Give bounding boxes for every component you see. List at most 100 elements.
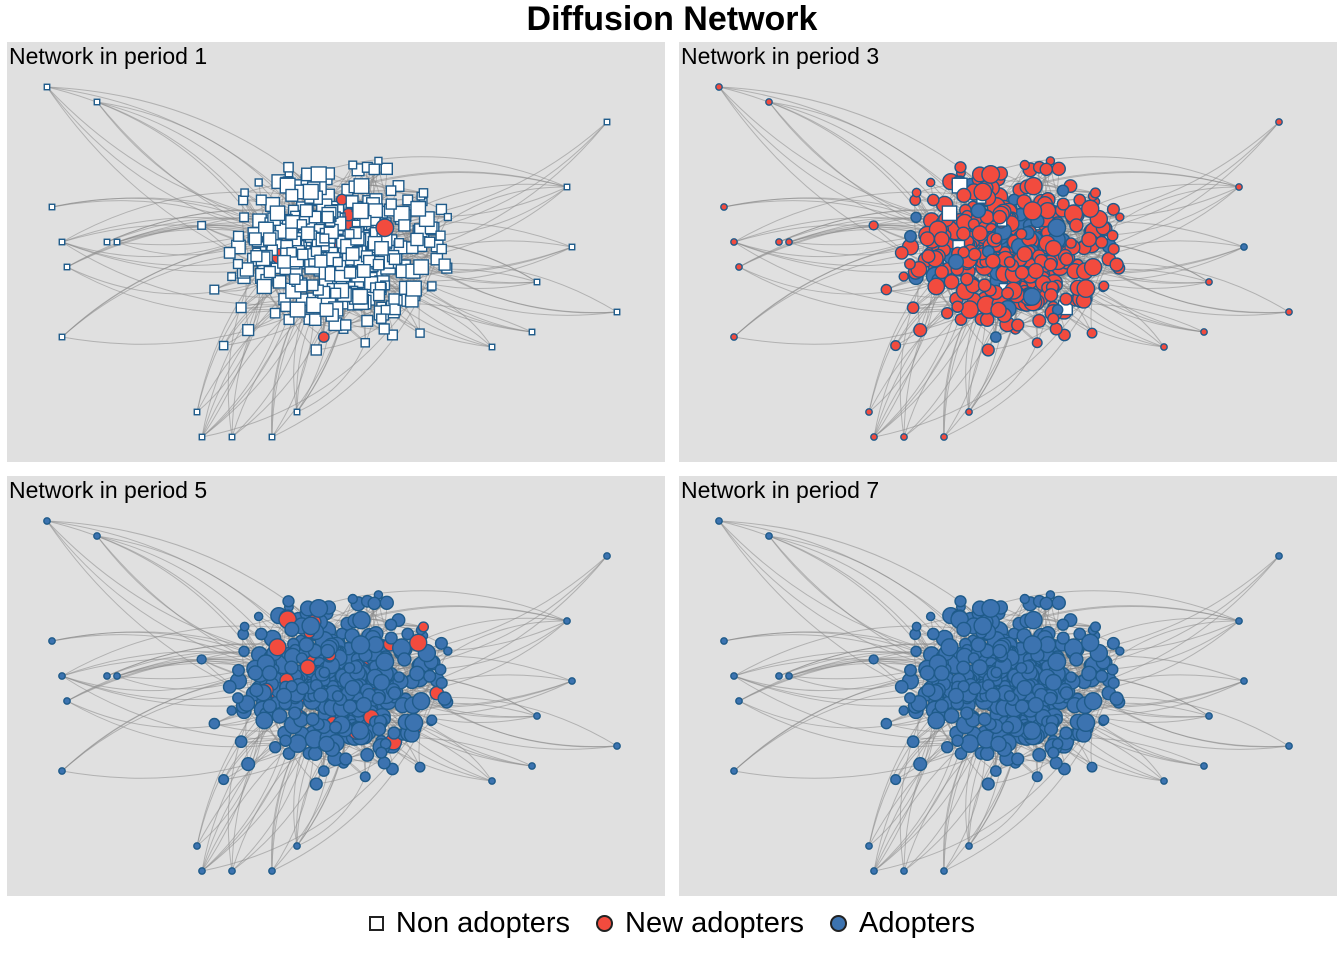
- non-adopter-node: [103, 238, 111, 246]
- new-adopter-node: [1083, 257, 1103, 277]
- adopter-node: [904, 229, 917, 243]
- non-adopter-node: [308, 313, 322, 327]
- non-adopter-node: [319, 302, 334, 318]
- non-adopter-node: [563, 183, 571, 191]
- adopter-node: [981, 777, 995, 791]
- edge: [1045, 121, 1280, 239]
- non-adopter-node: [413, 259, 430, 276]
- non-adopter-node: [302, 183, 319, 200]
- adopter-node: [254, 627, 268, 641]
- adopter-node: [375, 652, 395, 672]
- new-adopter-node: [992, 209, 1008, 225]
- adopter-node: [313, 687, 329, 703]
- non-adopter-node: [310, 166, 327, 183]
- non-adopter-node: [568, 243, 576, 251]
- new-adopter-node: [900, 433, 908, 441]
- new-adopter-node: [1032, 313, 1047, 328]
- non-adopter-node: [280, 301, 291, 313]
- adopter-node: [43, 517, 51, 525]
- non-adopter-node: [329, 287, 342, 299]
- adopter-node: [284, 660, 299, 675]
- non-adopter-node: [239, 262, 255, 277]
- non-adopter-node: [310, 344, 322, 356]
- adopter-node: [970, 203, 987, 219]
- new-adopter-node: [981, 164, 1001, 184]
- non-adopter-node: [286, 246, 298, 258]
- non-adopter-node: [232, 230, 245, 242]
- non-adopter-node: [209, 284, 220, 295]
- new-adopter-node: [417, 621, 430, 633]
- new-adopter-node: [775, 238, 783, 246]
- new-adopter-node: [968, 247, 982, 262]
- adopter-node: [1056, 184, 1070, 197]
- new-adopter-node: [765, 98, 773, 106]
- non-adopter-node: [380, 162, 393, 176]
- new-adopter-node: [1107, 242, 1120, 256]
- new-adopter-node: [375, 218, 395, 238]
- non-adopter-node: [423, 236, 436, 248]
- non-adopter-node: [374, 240, 389, 256]
- new-adopter-node: [1022, 201, 1043, 221]
- non-adopter-node: [238, 195, 249, 206]
- adopter-node: [397, 652, 412, 667]
- new-adopter-node: [904, 258, 916, 270]
- new-adopter-node: [981, 343, 995, 357]
- new-adopter-node: [971, 225, 988, 242]
- non-adopter-node: [232, 258, 244, 270]
- new-adopter-node: [921, 249, 936, 264]
- new-adopter-node: [1109, 257, 1124, 272]
- adopter-node: [910, 211, 922, 224]
- non-adopter-node: [488, 343, 496, 351]
- non-adopter-node: [218, 340, 229, 351]
- new-adopter-node: [979, 312, 995, 327]
- non-adopter-node: [58, 333, 66, 341]
- adopter-node: [298, 637, 315, 653]
- adopter-node: [568, 677, 576, 685]
- adopter-node: [342, 699, 358, 714]
- adopter-node: [228, 867, 236, 875]
- adopter-node: [404, 713, 424, 732]
- non-adopter-node: [256, 278, 272, 295]
- adopter-node: [282, 595, 295, 608]
- new-adopter-node: [951, 300, 964, 313]
- edge: [296, 776, 366, 847]
- adopter-node: [58, 672, 66, 680]
- new-adopter-node: [1160, 343, 1168, 351]
- new-adopter-node: [898, 271, 909, 282]
- adopter-node: [58, 767, 66, 775]
- adopter-node: [393, 671, 405, 683]
- new-adopter-node: [268, 638, 287, 657]
- new-adopter-node: [954, 161, 967, 174]
- edge: [1039, 720, 1104, 756]
- network-plot-period-1: [43, 83, 621, 441]
- non-adopter-node: [285, 188, 299, 202]
- new-adopter-node: [880, 283, 893, 296]
- non-adopter-node: [356, 263, 371, 279]
- new-adopter-node: [1065, 237, 1077, 249]
- adopter-node: [317, 765, 330, 777]
- edge: [231, 685, 317, 872]
- new-adopter-node: [865, 408, 873, 416]
- edge: [323, 325, 385, 338]
- new-adopter-node: [927, 277, 946, 296]
- non-adopter-node: [306, 279, 319, 292]
- non-adopter-node: [533, 278, 541, 286]
- non-adopter-node: [299, 204, 314, 218]
- edge: [66, 266, 267, 295]
- non-adopter-node: [344, 228, 355, 240]
- adopter-node: [271, 707, 288, 724]
- edge: [738, 700, 939, 729]
- adopter-node: [1022, 287, 1042, 306]
- adopter-node: [218, 774, 230, 786]
- adopter-node: [262, 698, 277, 714]
- new-adopter-node: [934, 264, 949, 280]
- adopter-node: [279, 734, 292, 747]
- adopter-node: [339, 752, 353, 766]
- adopter-node: [379, 595, 394, 611]
- adopter-node: [305, 712, 320, 727]
- adopter-node: [533, 712, 541, 720]
- adopter-node: [301, 616, 321, 636]
- new-adopter-node: [1039, 162, 1053, 177]
- non-adopter-node: [374, 156, 383, 166]
- new-adopter-node: [926, 193, 940, 207]
